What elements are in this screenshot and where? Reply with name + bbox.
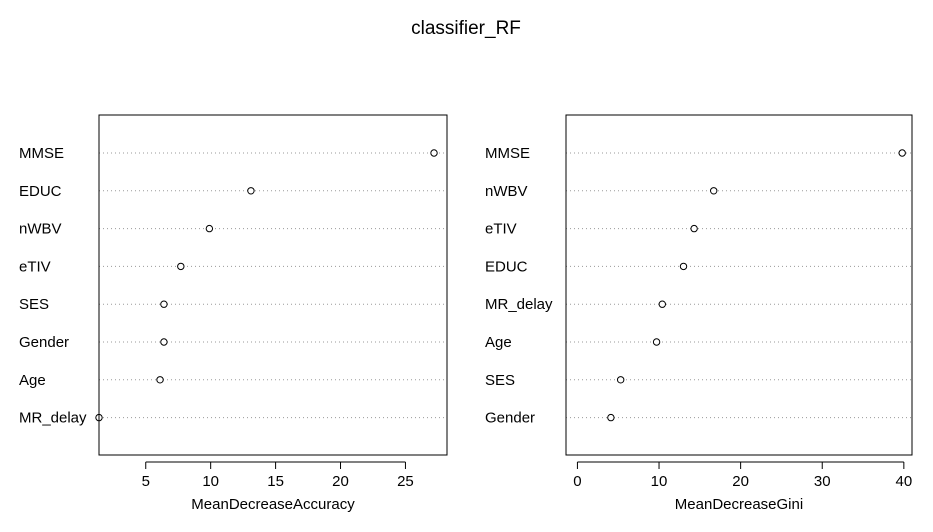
category-label: MMSE [19,145,64,162]
data-point [160,338,168,346]
x-tick-label: 40 [895,473,912,490]
x-tick-label: 25 [397,473,414,490]
panel-1: MMSE EDUC nWBV eTIV SES Gender Age MR_delay 5 10 1… [19,114,448,513]
panels: MMSE EDUC nWBV eTIV SES Gender Age MR_delay 5 10 1… [19,114,913,513]
x-tick-label: 10 [651,473,668,490]
data-point [898,149,906,157]
data-point [658,300,666,308]
data-point [430,149,438,157]
x-tick-label: 20 [332,473,349,490]
x-tick-label: 30 [814,473,831,490]
category-label: EDUC [485,258,528,275]
data-point [652,338,661,346]
data-point [690,224,698,233]
category-label: Age [19,372,46,389]
x-axis-label: MeanDecreaseAccuracy [191,496,355,513]
x-tick-label: 15 [267,473,284,490]
data-point [710,187,718,195]
data-point [247,187,255,195]
category-label: MR_delay [485,296,553,313]
category-label: MMSE [485,145,530,162]
plot-frame [98,114,448,456]
category-label: nWBV [19,221,62,238]
category-label: SES [19,296,49,313]
data-point [205,224,214,233]
data-point [177,262,185,271]
x-tick-label: 5 [142,473,150,490]
category-label: MR_delay [19,410,87,427]
category-label: EDUC [19,183,62,200]
data-point [156,376,164,384]
category-label: eTIV [19,258,51,275]
category-label: SES [485,372,515,389]
data-point [160,300,168,308]
x-tick-label: 10 [202,473,219,490]
plot-frame [565,114,913,456]
x-tick-label: 20 [732,473,749,490]
x-axis-label: MeanDecreaseGini [675,496,803,513]
panel-2: MMSE nWBV eTIV EDUC MR_delay Age SES Gender 0 10 2… [485,114,913,513]
category-label: nWBV [485,183,528,200]
data-point [679,262,688,271]
data-point [607,413,615,422]
category-label: Gender [19,334,69,351]
figure-title: classifier_RF [411,18,521,39]
data-point [616,376,625,384]
x-tick-label: 0 [573,473,581,490]
category-label: Age [485,334,512,351]
category-label: eTIV [485,221,517,238]
category-label: Gender [485,410,535,427]
